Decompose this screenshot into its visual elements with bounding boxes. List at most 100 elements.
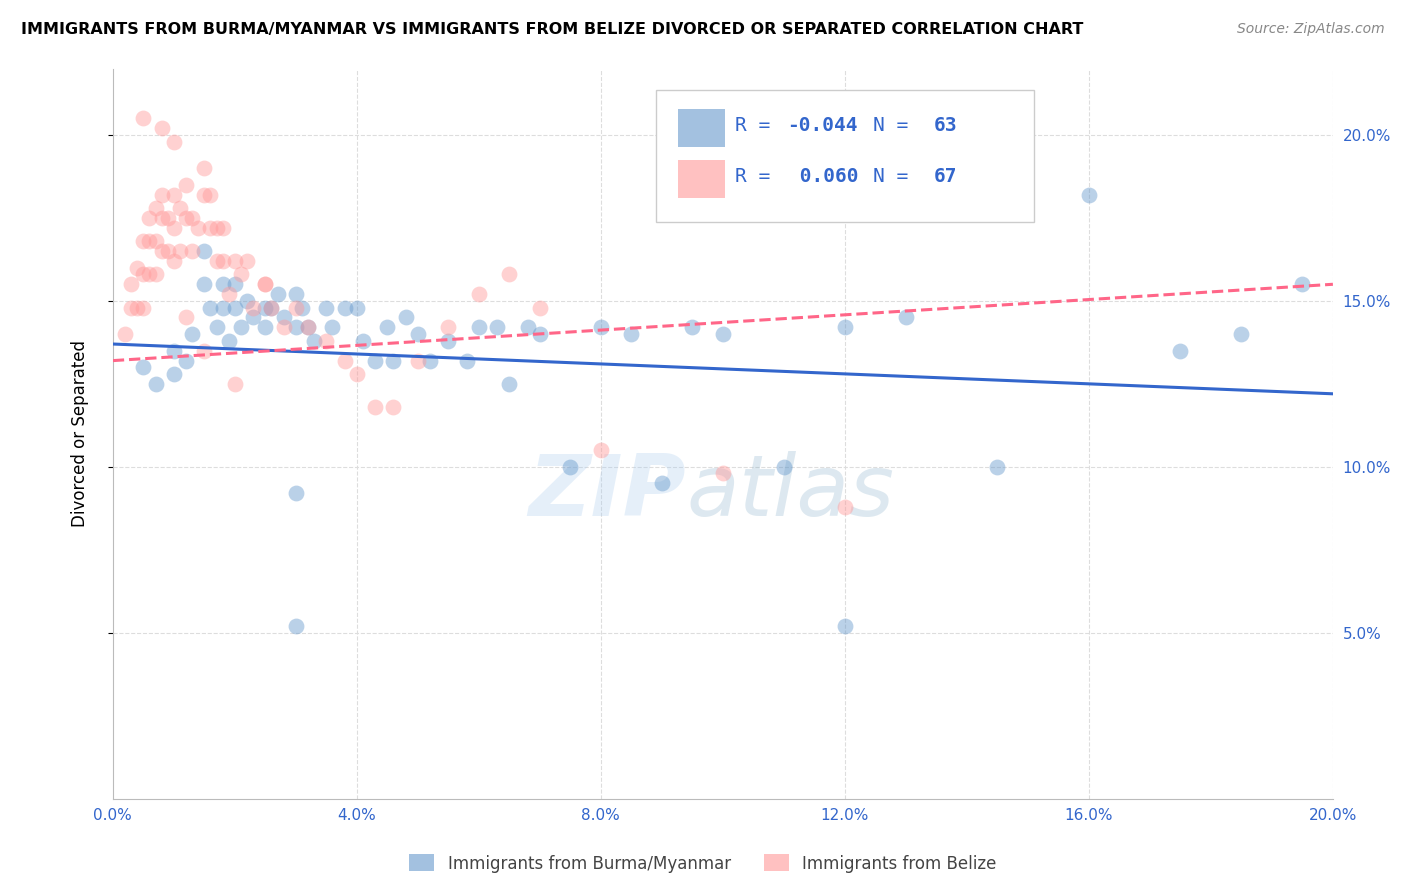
Point	[187, 220, 209, 235]
Point	[163, 135, 186, 149]
Point	[181, 327, 204, 342]
Point	[273, 320, 295, 334]
Point	[163, 220, 186, 235]
Point	[986, 459, 1008, 474]
Point	[200, 187, 222, 202]
Point	[163, 254, 186, 268]
Point	[773, 459, 796, 474]
Point	[181, 244, 204, 258]
Text: -0.044: -0.044	[787, 116, 858, 135]
Text: 63: 63	[934, 116, 957, 135]
Point	[193, 161, 215, 175]
Point	[437, 334, 460, 348]
Point	[321, 320, 343, 334]
Point	[169, 201, 191, 215]
Point	[1170, 343, 1192, 358]
Point	[132, 268, 155, 282]
Text: atlas: atlas	[686, 450, 894, 533]
Point	[229, 268, 252, 282]
Point	[132, 112, 155, 126]
Point	[486, 320, 509, 334]
Point	[205, 254, 228, 268]
Point	[333, 301, 356, 315]
Point	[284, 619, 307, 633]
Point	[236, 293, 259, 308]
Point	[193, 187, 215, 202]
Point	[211, 220, 233, 235]
Point	[284, 486, 307, 500]
Point	[211, 301, 233, 315]
Text: R =: R =	[735, 116, 782, 135]
Point	[406, 327, 429, 342]
Point	[516, 320, 538, 334]
Point	[1291, 277, 1313, 292]
Point	[260, 301, 283, 315]
Point	[145, 268, 167, 282]
Point	[174, 211, 197, 225]
Point	[406, 353, 429, 368]
Point	[150, 211, 173, 225]
Point	[377, 320, 399, 334]
Point	[200, 301, 222, 315]
Point	[589, 443, 612, 458]
Point	[291, 301, 314, 315]
Point	[163, 343, 186, 358]
Point	[120, 301, 142, 315]
Point	[145, 201, 167, 215]
Point	[150, 244, 173, 258]
Point	[468, 320, 491, 334]
Point	[132, 234, 155, 248]
Point	[174, 353, 197, 368]
Point	[284, 301, 307, 315]
Point	[560, 459, 582, 474]
Point	[205, 220, 228, 235]
Point	[364, 353, 387, 368]
Point	[352, 334, 374, 348]
Point	[138, 268, 160, 282]
Point	[205, 320, 228, 334]
Point	[1230, 327, 1253, 342]
Point	[529, 301, 551, 315]
Legend: Immigrants from Burma/Myanmar, Immigrants from Belize: Immigrants from Burma/Myanmar, Immigrant…	[402, 847, 1004, 880]
Point	[114, 327, 136, 342]
Point	[145, 234, 167, 248]
Point	[284, 320, 307, 334]
Point	[346, 301, 368, 315]
FancyBboxPatch shape	[655, 90, 1033, 222]
Point	[498, 268, 520, 282]
Point	[254, 277, 277, 292]
Point	[242, 301, 264, 315]
Point	[302, 334, 325, 348]
Point	[169, 244, 191, 258]
Point	[315, 301, 337, 315]
Point	[589, 320, 612, 334]
Point	[193, 244, 215, 258]
Text: N =: N =	[873, 167, 920, 186]
Point	[364, 400, 387, 414]
Point	[132, 360, 155, 375]
Point	[260, 301, 283, 315]
Point	[346, 367, 368, 381]
Text: ZIP: ZIP	[529, 450, 686, 533]
Point	[333, 353, 356, 368]
Point	[156, 211, 179, 225]
Point	[711, 467, 734, 481]
Point	[138, 234, 160, 248]
Point	[211, 277, 233, 292]
Point	[382, 353, 405, 368]
Point	[156, 244, 179, 258]
Point	[395, 310, 418, 325]
Point	[138, 211, 160, 225]
Point	[229, 320, 252, 334]
Point	[1077, 187, 1099, 202]
Point	[254, 301, 277, 315]
Point	[193, 277, 215, 292]
Point	[200, 220, 222, 235]
Point	[651, 476, 673, 491]
Point	[456, 353, 478, 368]
Point	[127, 301, 149, 315]
Point	[120, 277, 142, 292]
Point	[145, 376, 167, 391]
Point	[498, 376, 520, 391]
Point	[150, 121, 173, 136]
